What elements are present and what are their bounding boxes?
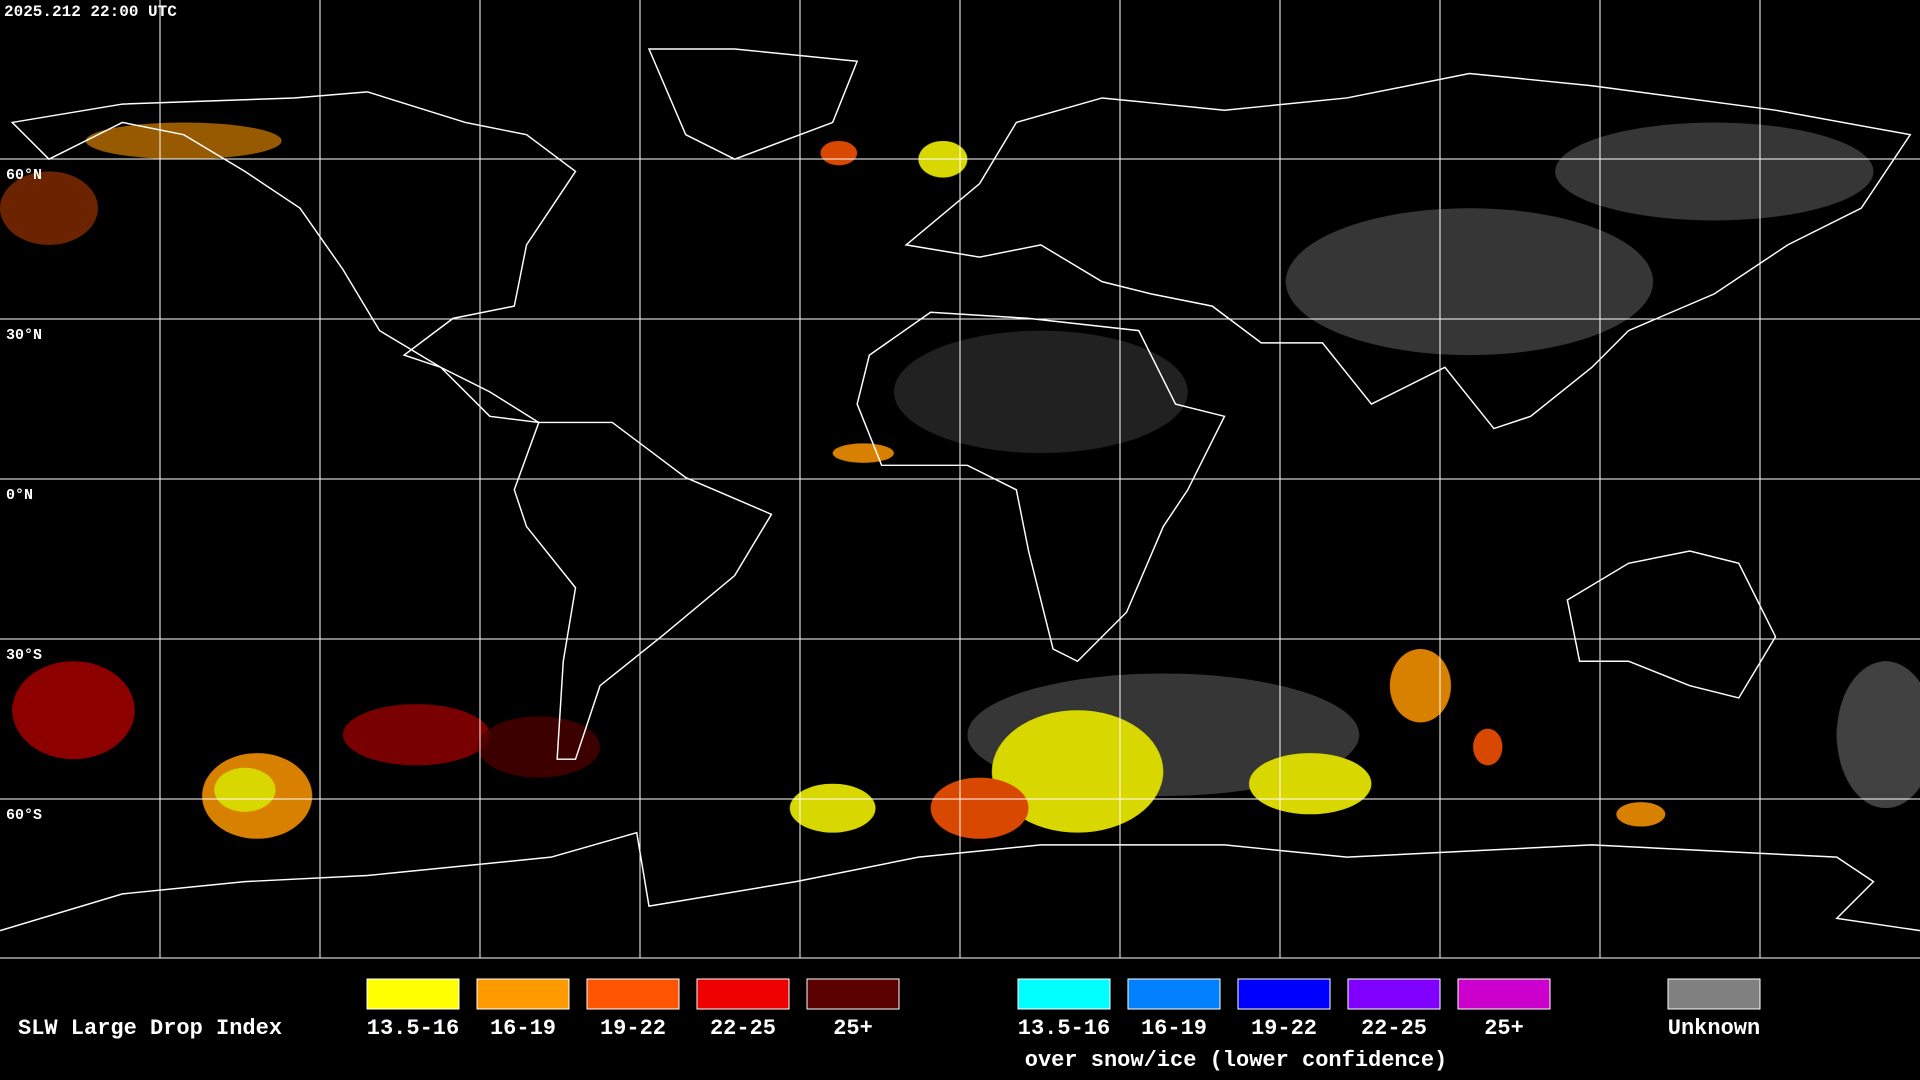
legend-swatch: [1457, 978, 1551, 1010]
legend-swatch: [1017, 978, 1111, 1010]
legend-swatch: [696, 978, 790, 1010]
graticule: [0, 0, 1920, 958]
map: 60°N 30°N 0°N 30°S 60°S: [0, 0, 1920, 958]
cloud-blobs: [0, 122, 1920, 839]
latitude-label: 60°N: [6, 167, 42, 184]
legend-swatch: [1667, 978, 1761, 1010]
latitude-label: 0°N: [6, 487, 33, 504]
legend-label: 25+: [1484, 1016, 1524, 1041]
legend-swatch: [1347, 978, 1441, 1010]
timestamp: 2025.212 22:00 UTC: [4, 3, 177, 21]
snow-ice-note: over snow/ice (lower confidence): [1025, 1048, 1447, 1073]
legend-swatch: [806, 978, 900, 1010]
coastlines: [0, 48, 1920, 932]
legend-swatch: [1127, 978, 1221, 1010]
legend: 13.5-16 16-19 19-22 22-25 25+ 13.5-16 16-19 19-…: [366, 978, 1761, 1041]
legend-swatch: [476, 978, 570, 1010]
latitude-label: 60°S: [6, 807, 42, 824]
legend-swatch: [1237, 978, 1331, 1010]
latitude-label: 30°S: [6, 647, 42, 664]
legend-label: 25+: [833, 1016, 873, 1041]
legend-swatch: [366, 978, 460, 1010]
legend-label: 22-25: [710, 1016, 776, 1041]
legend-label: 22-25: [1361, 1016, 1427, 1041]
legend-label: 19-22: [600, 1016, 666, 1041]
legend-label: 16-19: [490, 1016, 556, 1041]
legend-label: 16-19: [1141, 1016, 1207, 1041]
legend-label: 13.5-16: [367, 1016, 459, 1041]
legend-swatch: [586, 978, 680, 1010]
legend-label: 19-22: [1251, 1016, 1317, 1041]
legend-label: Unknown: [1668, 1016, 1760, 1041]
latitude-label: 30°N: [6, 327, 42, 344]
legend-label: 13.5-16: [1018, 1016, 1110, 1041]
legend-title: SLW Large Drop Index: [18, 1016, 282, 1041]
